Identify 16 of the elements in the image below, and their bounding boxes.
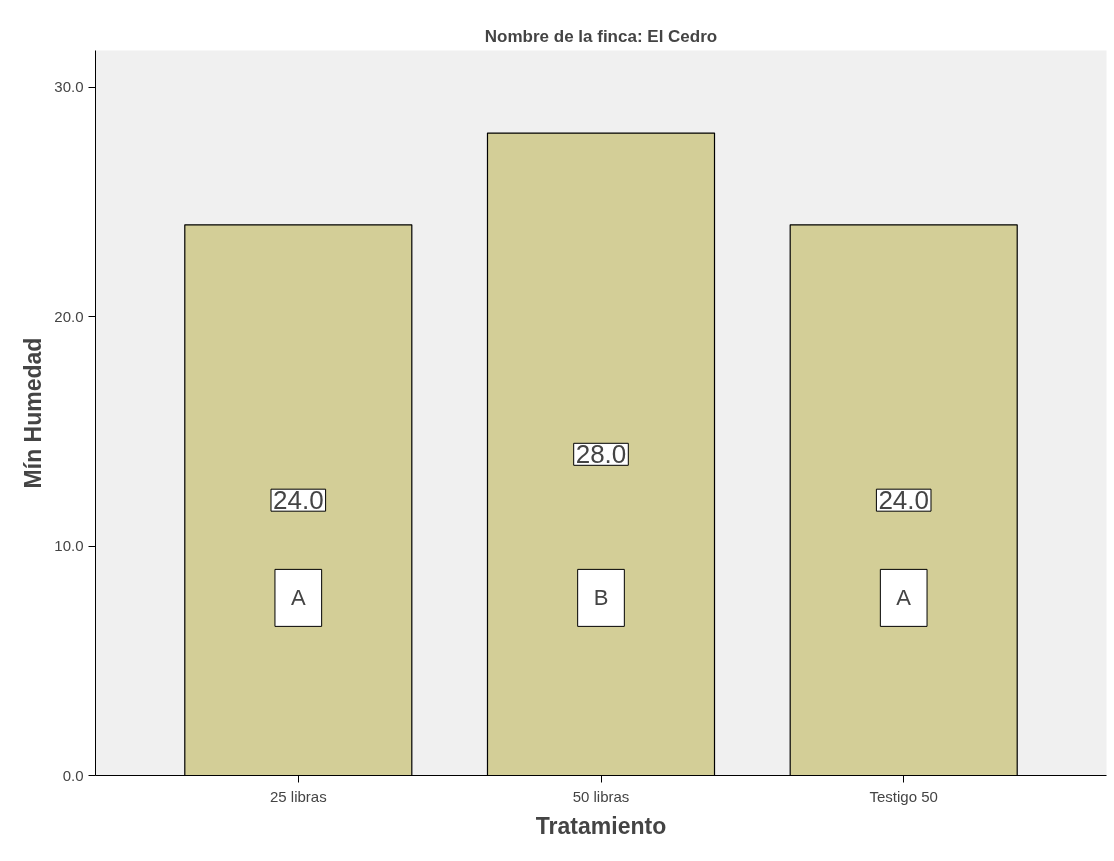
annotation: B xyxy=(593,585,609,611)
x-tick-label: 50 libras xyxy=(572,787,630,805)
chart-title: Nombre de la finca: El Cedro xyxy=(484,26,718,46)
y-tick-label: 20.0 xyxy=(54,307,84,325)
data-label: 24.0 xyxy=(273,485,324,516)
y-axis-title: Mín Humedad xyxy=(20,337,47,489)
x-tick-label: Testigo 50 xyxy=(869,787,938,805)
y-tick-label: 0.0 xyxy=(62,766,84,784)
data-label: 24.0 xyxy=(878,485,929,516)
annotation: A xyxy=(290,585,306,611)
y-tick-label: 30.0 xyxy=(54,78,84,96)
annotation: A xyxy=(896,585,912,611)
y-tick-label: 10.0 xyxy=(54,537,84,555)
x-tick-label: 25 libras xyxy=(269,787,327,805)
data-label: 28.0 xyxy=(575,439,627,470)
x-axis-title: Tratamiento xyxy=(535,812,667,839)
